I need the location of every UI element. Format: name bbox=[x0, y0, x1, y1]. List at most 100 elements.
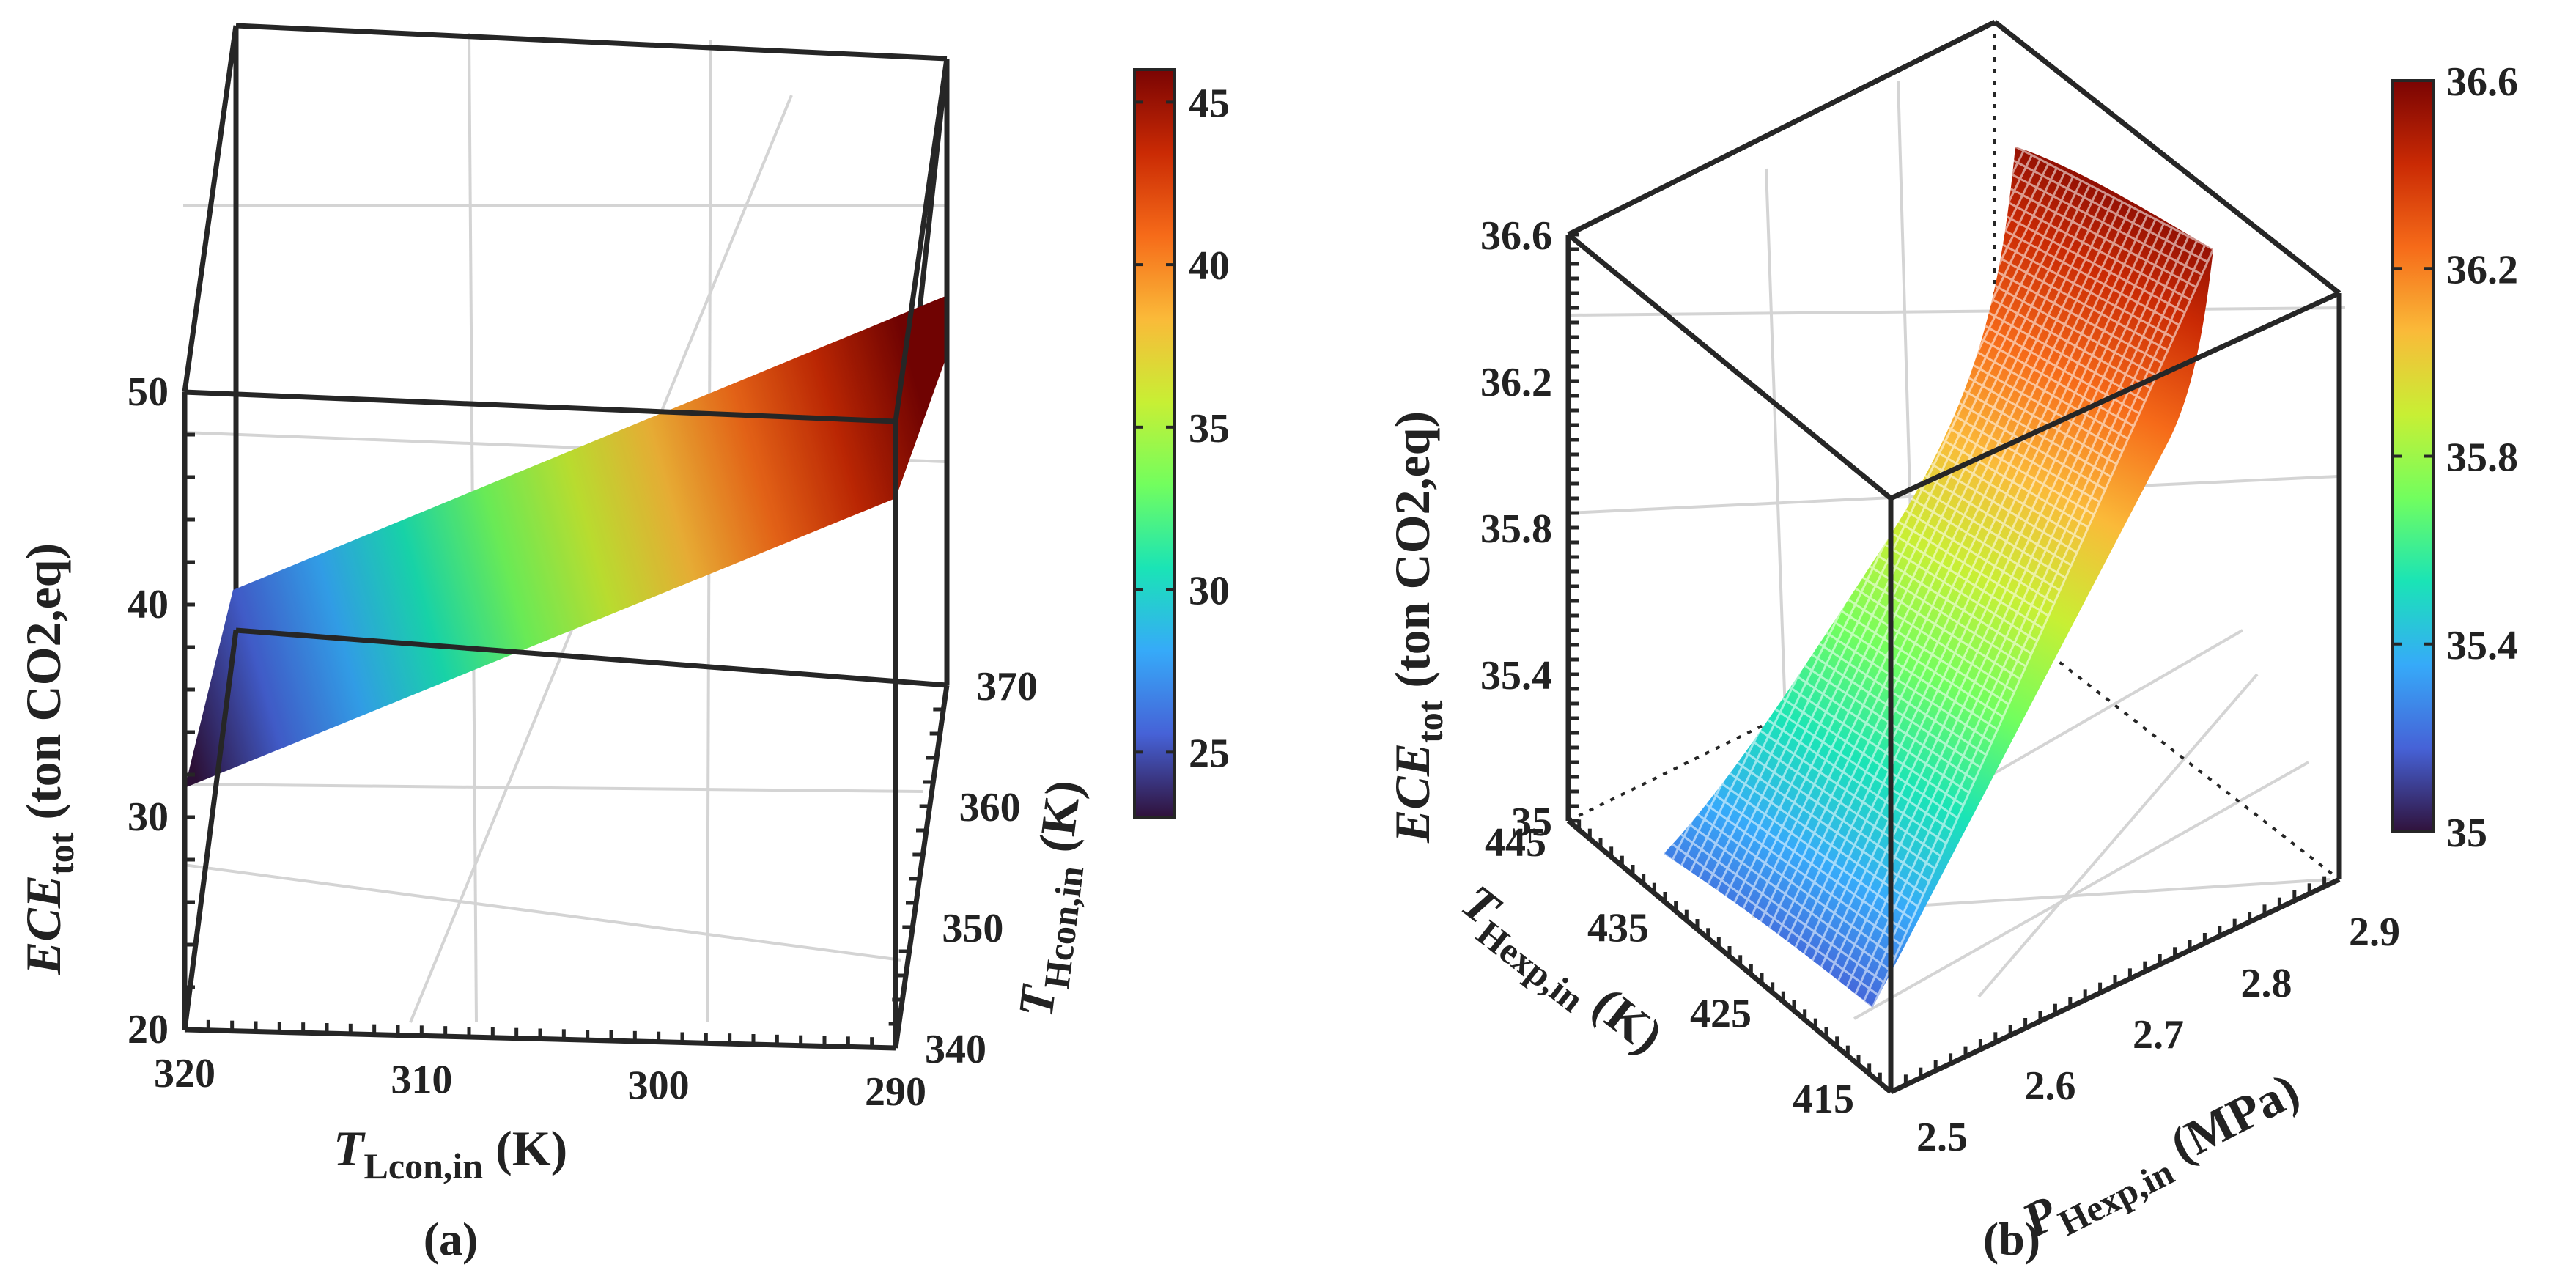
x-label-main: T bbox=[333, 1121, 366, 1176]
x-tick-label: 320 bbox=[154, 1051, 215, 1096]
z-tick-label: 20 bbox=[128, 1007, 169, 1052]
surface-plot-a bbox=[185, 295, 949, 788]
mesh-line bbox=[1721, 734, 1930, 882]
box-edge bbox=[1993, 20, 2341, 295]
colorbar-ticks-a bbox=[1134, 100, 1175, 754]
z-tick-label: 40 bbox=[128, 582, 169, 627]
colorbar-tick-label: 45 bbox=[1189, 81, 1230, 126]
colorbar-tick-label: 35.4 bbox=[2446, 623, 2518, 668]
z-tick-label: 30 bbox=[128, 794, 169, 840]
mesh-line bbox=[2009, 157, 2208, 263]
colorbar-tick-label: 35 bbox=[1189, 406, 1230, 451]
z-tick-labels-b: 35 35.4 35.8 36.2 36.6 bbox=[1480, 213, 1552, 845]
z-tick-label: 36.2 bbox=[1480, 360, 1552, 405]
colorbar-tick-label: 35 bbox=[2446, 811, 2487, 856]
mesh-line bbox=[1979, 216, 2180, 326]
x-tick-labels-a: 320 310 300 290 bbox=[154, 1051, 926, 1115]
y-axis-label-a: THcon,in (K) bbox=[1007, 777, 1101, 1021]
mesh-line bbox=[1739, 699, 1947, 844]
y-label-tail: (K) bbox=[1026, 777, 1091, 868]
panel-label-b: (b) bbox=[1983, 1213, 2040, 1265]
tick-marks-a bbox=[182, 390, 947, 1050]
y-tick-labels-b: 445 435 425 415 bbox=[1485, 820, 1854, 1122]
grid-line bbox=[1568, 306, 2346, 317]
box-edge bbox=[184, 389, 896, 424]
box-edge bbox=[182, 25, 239, 393]
x-tick-label: 2.6 bbox=[2025, 1063, 2076, 1109]
y-label-tail: (K) bbox=[1573, 968, 1674, 1064]
box-edge bbox=[235, 627, 948, 688]
grid-line bbox=[182, 863, 902, 962]
z-label-sub: tot bbox=[40, 832, 81, 875]
x-tick-label: 2.8 bbox=[2241, 961, 2292, 1006]
mesh-line bbox=[1991, 193, 2191, 301]
z-axis-label-a: ECEtot (ton CO2,eq) bbox=[15, 543, 81, 975]
mesh-line bbox=[1751, 676, 1959, 819]
box-edge bbox=[1566, 232, 1893, 501]
box-edge bbox=[1889, 290, 2341, 501]
grid-line bbox=[182, 783, 924, 793]
colorbar-ticks-b bbox=[2393, 79, 2433, 833]
y-tick-label: 350 bbox=[942, 906, 1003, 951]
mesh-line bbox=[1757, 664, 1964, 807]
x-label-tail: (K) bbox=[483, 1121, 567, 1176]
x-tick-labels-b: 2.5 2.6 2.7 2.8 2.9 bbox=[1916, 910, 2400, 1160]
colorbar-tick-labels-a: 25 30 35 40 45 bbox=[1189, 81, 1230, 776]
x-tick-label: 2.7 bbox=[2133, 1012, 2184, 1058]
mesh-line bbox=[1686, 805, 1896, 959]
y-tick-label: 370 bbox=[976, 664, 1038, 709]
y-tick-labels-a: 340 350 360 370 bbox=[925, 664, 1038, 1072]
z-tick-label: 36.6 bbox=[1480, 213, 1552, 259]
mesh-line bbox=[1675, 829, 1885, 984]
colorbar-tick-label: 36.2 bbox=[2446, 247, 2518, 292]
z-tick-label: 35.4 bbox=[1480, 653, 1552, 698]
box-edge bbox=[235, 23, 948, 62]
y-label-sub: Hcon,in bbox=[1036, 863, 1091, 991]
mesh-line bbox=[1968, 240, 2169, 352]
box-edge bbox=[893, 685, 950, 1049]
colorbar-tick-label: 35.8 bbox=[2446, 435, 2518, 481]
x-tick-label: 2.9 bbox=[2349, 910, 2400, 955]
mesh-line bbox=[2003, 169, 2203, 276]
box-edge bbox=[893, 58, 950, 422]
colorbar-gradient bbox=[1133, 68, 1176, 819]
z-label-tail: (ton CO2,eq) bbox=[1384, 411, 1440, 701]
x-tick-label: 290 bbox=[865, 1069, 926, 1115]
colorbar-tick-label: 25 bbox=[1189, 731, 1230, 776]
z-tick-label: 35 bbox=[1511, 800, 1552, 845]
mesh-line bbox=[1710, 759, 1919, 908]
mesh-line bbox=[1727, 723, 1936, 870]
mesh-line bbox=[1974, 228, 2174, 339]
y-tick-label: 425 bbox=[1690, 991, 1752, 1036]
mesh-line bbox=[1733, 711, 1941, 857]
mesh-line bbox=[1669, 841, 1879, 996]
tick-marks-b bbox=[1566, 232, 2341, 1092]
z-label-tail: (ton CO2,eq) bbox=[15, 543, 71, 833]
mesh-line bbox=[1680, 817, 1891, 971]
mesh-line bbox=[1698, 782, 1908, 933]
z-axis-label-b: ECEtot (ton CO2,eq) bbox=[1384, 411, 1450, 844]
chart-panel-a: 20 30 40 50 320 310 300 290 340 350 360 370 ECEto… bbox=[15, 23, 1230, 1265]
y-label-sub: Hexp,in bbox=[1469, 912, 1592, 1020]
x-label-sub: Hexp,in bbox=[2052, 1151, 2180, 1244]
box-edge bbox=[182, 630, 239, 1030]
colorbar-b: 35 35.4 35.8 36.2 36.6 bbox=[2391, 59, 2518, 856]
mesh-line bbox=[1692, 794, 1902, 945]
y-tick-label: 435 bbox=[1587, 906, 1649, 951]
chart-panel-b: 35 35.4 35.8 36.2 36.6 2.5 2.6 2.7 2.8 2.9 445 43… bbox=[1384, 19, 2518, 1265]
colorbar-tick-label: 40 bbox=[1189, 243, 1230, 289]
box-edge bbox=[1567, 19, 1996, 237]
mesh-line bbox=[1997, 180, 2197, 289]
mesh-line bbox=[1763, 652, 1970, 794]
colorbar-a: 25 30 35 40 45 bbox=[1133, 68, 1230, 819]
x-label-tail: (MPa) bbox=[2150, 1062, 2308, 1178]
grid-line bbox=[1977, 673, 2259, 998]
z-label-main: ECE bbox=[1384, 743, 1440, 844]
x-label-sub: Lcon,in bbox=[364, 1145, 484, 1187]
x-tick-label: 2.5 bbox=[1916, 1115, 1968, 1160]
surface-plot-b bbox=[1664, 147, 2213, 1008]
mesh-line bbox=[1745, 687, 1953, 832]
grid-line bbox=[1853, 761, 2309, 1020]
x-axis-label-a: TLcon,in (K) bbox=[333, 1121, 567, 1187]
